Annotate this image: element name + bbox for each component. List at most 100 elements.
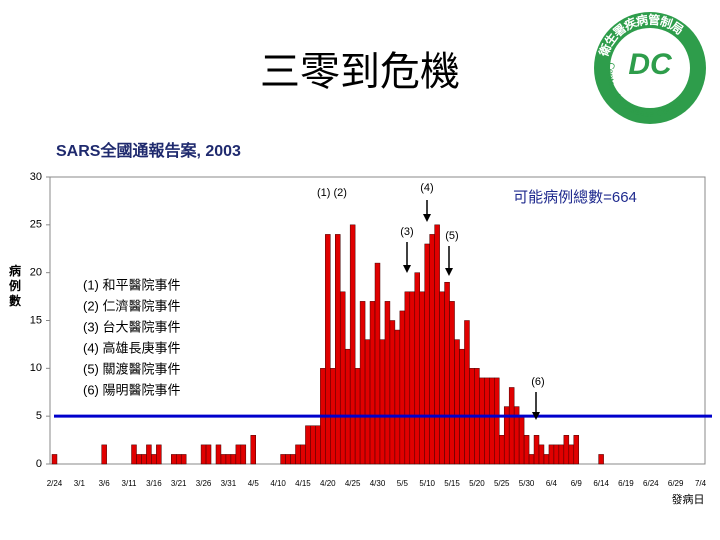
bar [230, 454, 237, 465]
x-tick-label: 3/26 [196, 479, 212, 488]
bar [235, 444, 242, 465]
bar [499, 435, 505, 465]
logo-mark: DC [628, 48, 673, 81]
x-tick-label: 5/30 [519, 479, 535, 488]
note: (1) 和平醫院事件 [83, 277, 181, 292]
bar [220, 454, 227, 465]
bar [101, 444, 107, 465]
x-tick-label: 6/24 [643, 479, 659, 488]
annotation: (4) [420, 182, 433, 194]
x-tick-label: 3/6 [99, 479, 111, 488]
bar [344, 348, 351, 465]
bar [295, 444, 301, 465]
bar [240, 444, 247, 465]
x-tick-label: 4/20 [320, 479, 336, 488]
bar [200, 444, 207, 465]
y-tick-label: 30 [30, 171, 42, 183]
bar [136, 454, 142, 465]
bar [523, 435, 530, 465]
bar [379, 339, 386, 465]
bar [459, 348, 465, 465]
chart-title: SARS全國通報告案, 2003 [56, 141, 241, 160]
x-tick-label: 5/20 [469, 479, 485, 488]
bar [414, 272, 420, 465]
note: (6) 陽明醫院事件 [83, 382, 181, 397]
y-tick-label: 15 [30, 314, 42, 326]
bar [171, 454, 177, 465]
annotation: (1) (2) [317, 187, 347, 199]
bar [489, 377, 495, 465]
bar [131, 444, 137, 465]
arrow-head [403, 265, 411, 273]
bar [454, 339, 460, 465]
bar [374, 262, 381, 465]
annotation: (6) [531, 376, 544, 388]
bar [325, 234, 331, 465]
bar [285, 454, 291, 465]
x-tick-label: 5/10 [419, 479, 435, 488]
x-tick-label: 3/11 [122, 479, 138, 488]
x-tick-label: 6/4 [546, 479, 558, 488]
note: (3) 台大醫院事件 [83, 319, 181, 334]
bar [151, 454, 157, 465]
x-tick-label: 6/29 [668, 479, 684, 488]
y-tick-label: 20 [30, 267, 42, 279]
y-tick-label: 10 [30, 362, 42, 374]
bar [568, 444, 575, 465]
bar [369, 301, 376, 465]
x-tick-label: 4/30 [370, 479, 386, 488]
x-tick-label: 3/16 [146, 479, 162, 488]
y-axis-label: 數 [9, 293, 21, 308]
x-tick-label: 6/9 [571, 479, 583, 488]
bar [146, 444, 152, 465]
bar [250, 435, 256, 465]
bar [215, 444, 222, 465]
bar [563, 435, 570, 465]
x-axis-label: 發病日 [672, 492, 705, 506]
bar [205, 444, 212, 465]
x-tick-label: 2/24 [47, 479, 63, 488]
x-tick-label: 6/19 [618, 479, 634, 488]
bar [280, 454, 286, 465]
bar [449, 301, 455, 465]
logo-center [610, 28, 690, 108]
bar [300, 444, 306, 465]
bar [494, 377, 500, 465]
bar [359, 301, 366, 465]
slide-title: 三零到危機 [260, 49, 460, 95]
x-tick-label: 5/5 [397, 479, 409, 488]
bar [573, 435, 580, 465]
arrow-head [532, 412, 540, 420]
annotation: (3) [400, 226, 413, 238]
bar [156, 444, 162, 465]
bar [364, 339, 371, 465]
bar [290, 454, 296, 465]
x-tick-label: 3/21 [171, 479, 187, 488]
bar [389, 320, 396, 465]
bar [404, 291, 411, 465]
bar [349, 224, 356, 465]
x-tick-label: 4/25 [345, 479, 361, 488]
x-tick-label: 5/15 [444, 479, 460, 488]
annotation: (5) [445, 230, 458, 242]
bar [533, 435, 540, 465]
arrow-head [423, 214, 431, 222]
bar [339, 291, 346, 465]
y-tick-label: 0 [36, 458, 42, 470]
y-tick-label: 25 [30, 219, 42, 231]
bar [384, 301, 391, 465]
x-tick-label: 6/14 [593, 479, 609, 488]
bar [538, 444, 545, 465]
x-tick-label: 5/25 [494, 479, 510, 488]
x-tick-label: 4/10 [270, 479, 286, 488]
x-tick-label: 7/4 [695, 479, 707, 488]
bar [399, 310, 406, 465]
bar [464, 320, 470, 465]
bar [175, 454, 182, 465]
logo: 衛生署疾病管制局 Centers for Disease Control DC [594, 12, 706, 124]
bar [479, 377, 485, 465]
arrow-head [445, 268, 453, 276]
bar [424, 243, 430, 465]
bar [419, 291, 425, 465]
